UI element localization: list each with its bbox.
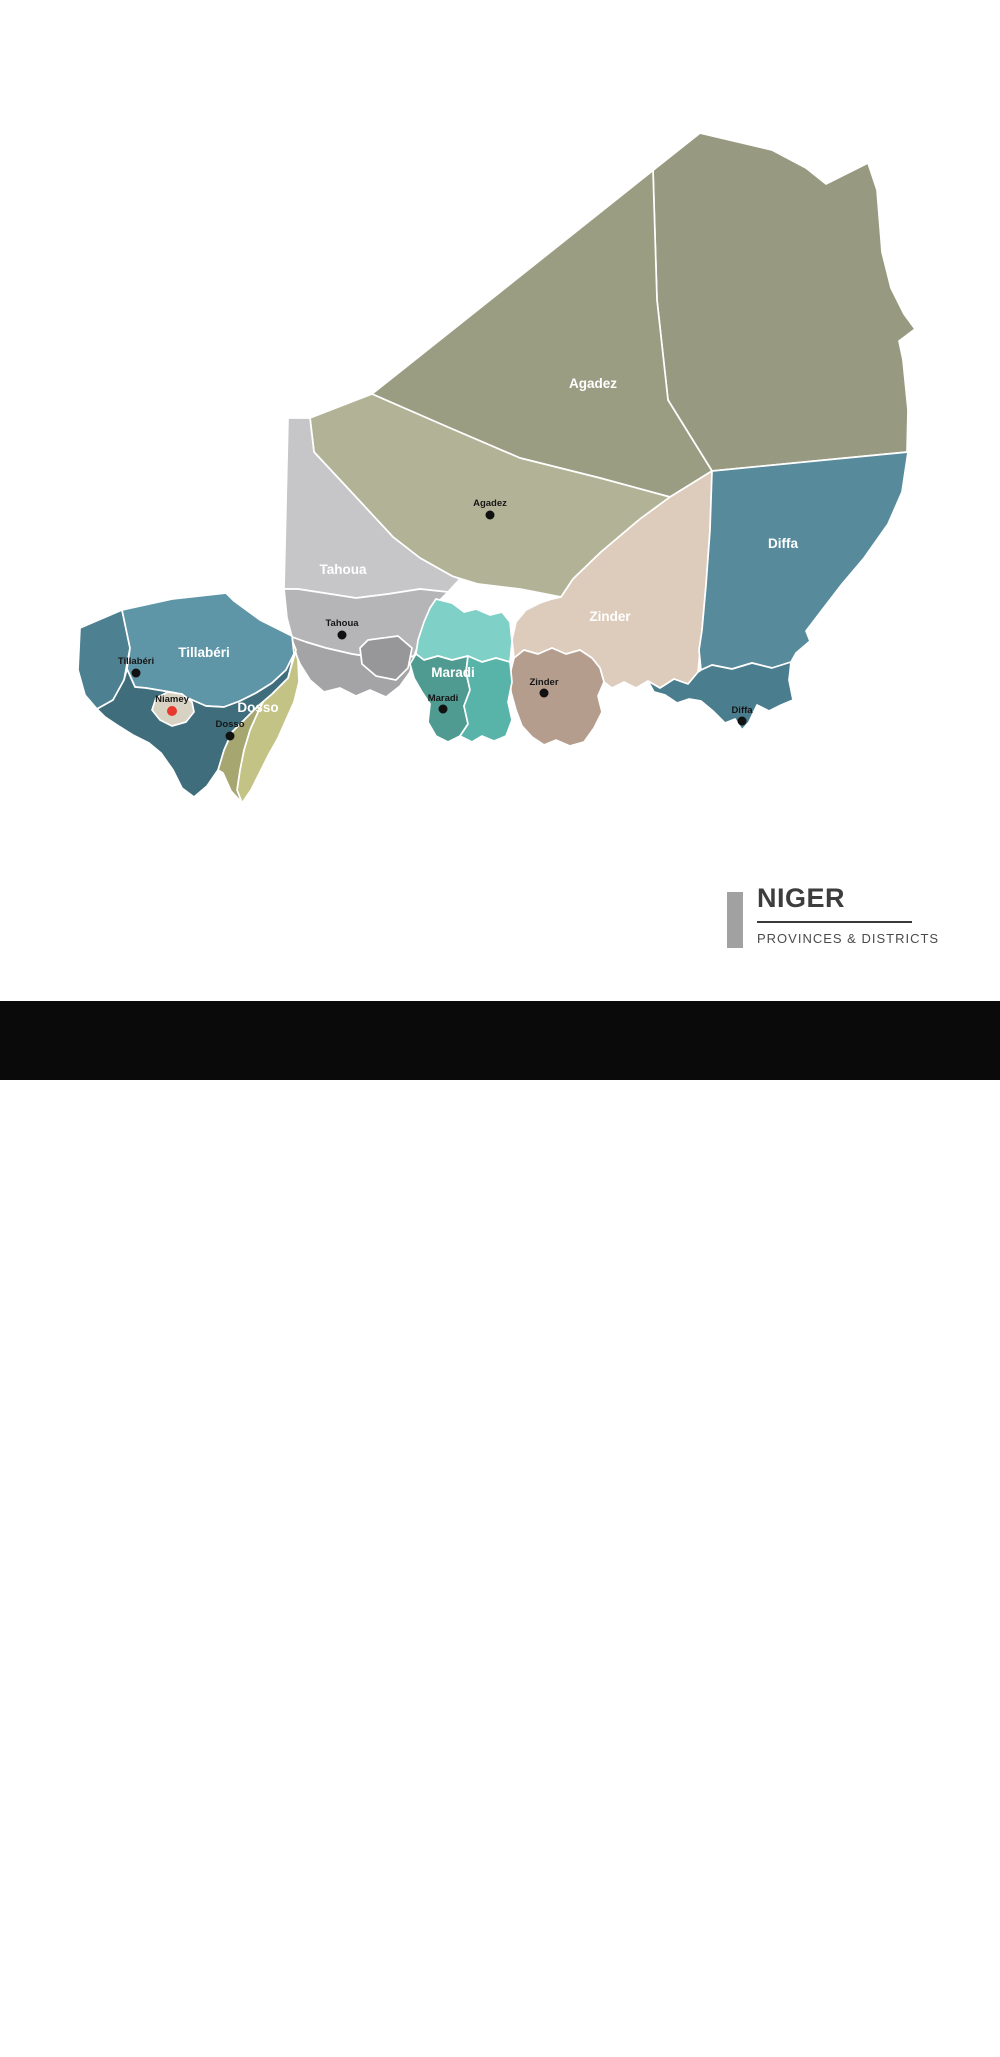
city-label-tillaberi: Tillabéri [118,656,154,667]
city-label-niamey: Niamey [155,694,190,705]
region-label-tillaberi: Tillabéri [178,645,230,660]
district-diffa-south [647,661,794,731]
district-maradi-light [415,598,513,663]
region-labels: Agadez Tahoua Tillabéri Dosso Maradi Zin… [178,376,798,715]
map-subtitle: PROVINCES & DISTRICTS [757,931,940,946]
city-dot-tahoua [337,630,347,640]
district-diffa-main [698,451,909,671]
region-agadez [309,132,916,598]
capital-dot-niamey [167,706,177,716]
city-dot-zinder [539,688,549,698]
region-label-agadez: Agadez [569,376,617,391]
city-maradi: Maradi [428,693,459,714]
district-zinder-dark [509,647,605,747]
city-label-agadez: Agadez [473,498,507,509]
district-agadez-east [652,132,916,472]
city-dot-dosso [225,731,235,741]
title-divider [757,921,912,923]
city-label-maradi: Maradi [428,693,459,704]
city-dot-tillaberi [131,668,141,678]
region-tahoua [283,417,461,698]
region-label-zinder: Zinder [589,609,631,624]
region-tillaberi [77,592,295,798]
city-markers: Agadez Tahoua Tillabéri Niamey Dosso Mar… [118,498,753,741]
region-label-diffa: Diffa [768,536,798,551]
city-label-tahoua: Tahoua [325,618,359,629]
city-dot-maradi [438,704,448,714]
city-tahoua: Tahoua [325,618,359,640]
city-label-diffa: Diffa [731,705,753,716]
city-niamey-capital: Niamey [155,694,190,716]
city-diffa: Diffa [731,705,753,726]
district-maradi-mid [459,655,513,743]
region-diffa [647,451,909,731]
district-tahoua-patch [359,635,413,681]
city-dot-agadez [485,510,495,520]
region-maradi [409,598,513,743]
city-tillaberi: Tillabéri [118,656,154,678]
city-label-zinder: Zinder [529,677,558,688]
region-label-maradi: Maradi [431,665,475,680]
city-dot-diffa [737,716,747,726]
district-tahoua-south [291,636,415,698]
stock-image-page: Agadez Tahoua Tillabéri Dosso Maradi Zin… [0,132,1000,2055]
map-title: NIGER [757,883,846,913]
niger-map: Agadez Tahoua Tillabéri Dosso Maradi Zin… [77,132,916,804]
city-label-dosso: Dosso [215,719,244,730]
watermark-brand: VectorStock [27,2010,241,2057]
city-zinder: Zinder [529,677,559,698]
city-agadez: Agadez [473,498,507,520]
city-dosso: Dosso [215,719,245,741]
region-label-tahoua: Tahoua [320,562,367,577]
region-label-dosso: Dosso [237,700,278,715]
watermark-site-ref[interactable]: VectorStock.com/34642861 [617,2023,972,2056]
title-accent-bar [727,892,743,948]
watermark-bar: VectorStock VectorStock.com/34642861 [0,1001,1000,2055]
